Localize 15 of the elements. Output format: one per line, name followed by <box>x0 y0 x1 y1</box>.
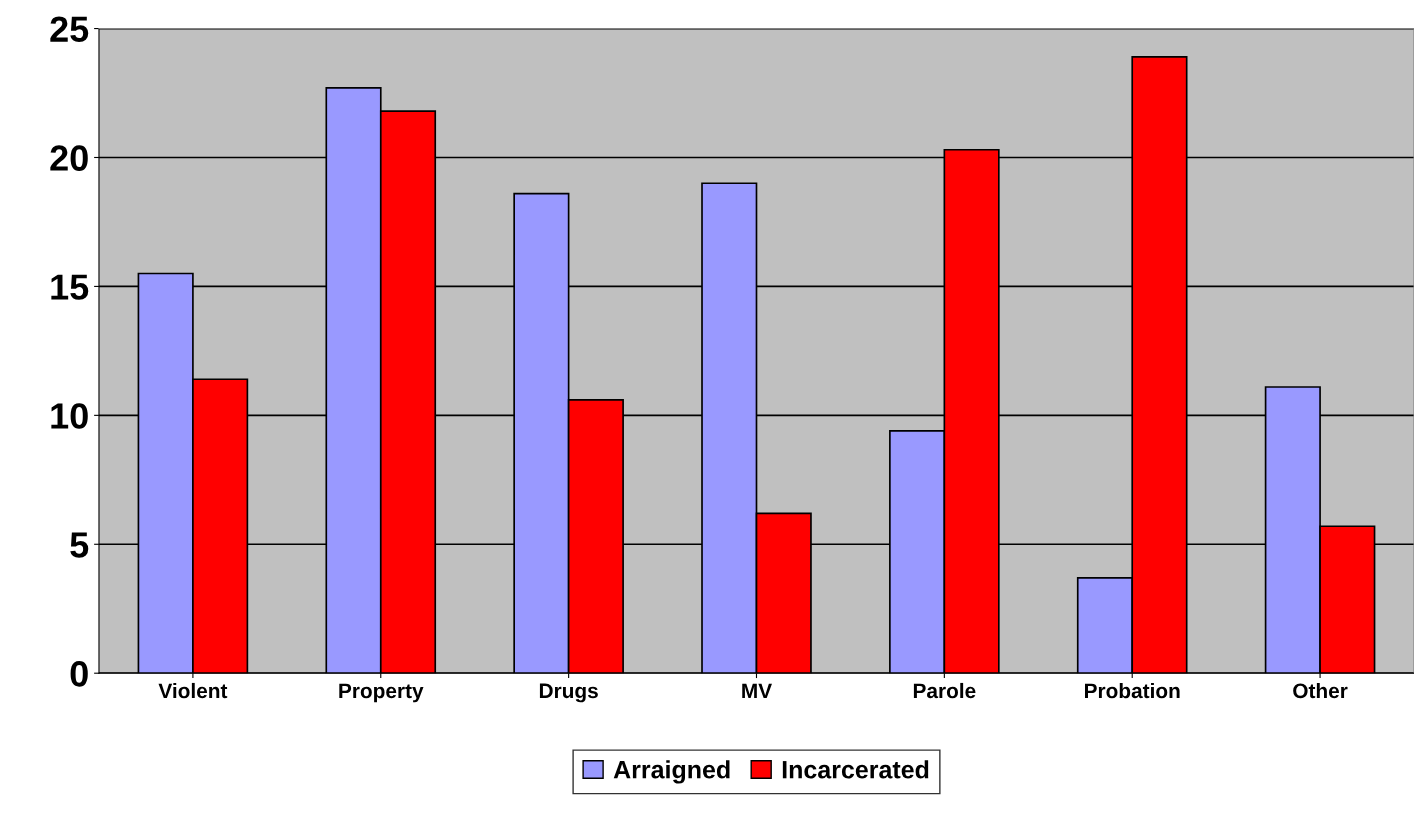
legend-label: Arraigned <box>613 760 730 784</box>
y-tick-label: 5 <box>70 532 89 558</box>
x-tick-label: Parole <box>913 682 976 699</box>
x-tick-label: Probation <box>1085 682 1180 699</box>
legend-label: Incarcerated <box>782 760 929 779</box>
y-tick-label: 0 <box>70 661 88 687</box>
y-tick-label: 20 <box>50 145 88 171</box>
y-tick-label: 15 <box>51 274 89 300</box>
x-tick-label: Drugs <box>539 683 598 703</box>
y-tick-label: 10 <box>51 403 88 429</box>
x-tick-label: Property <box>339 683 424 703</box>
y-tick-label: 25 <box>50 16 89 42</box>
x-tick-label: Violent <box>158 682 228 699</box>
x-tick-label: Other <box>1293 682 1348 699</box>
x-tick-label: MV <box>742 683 772 699</box>
